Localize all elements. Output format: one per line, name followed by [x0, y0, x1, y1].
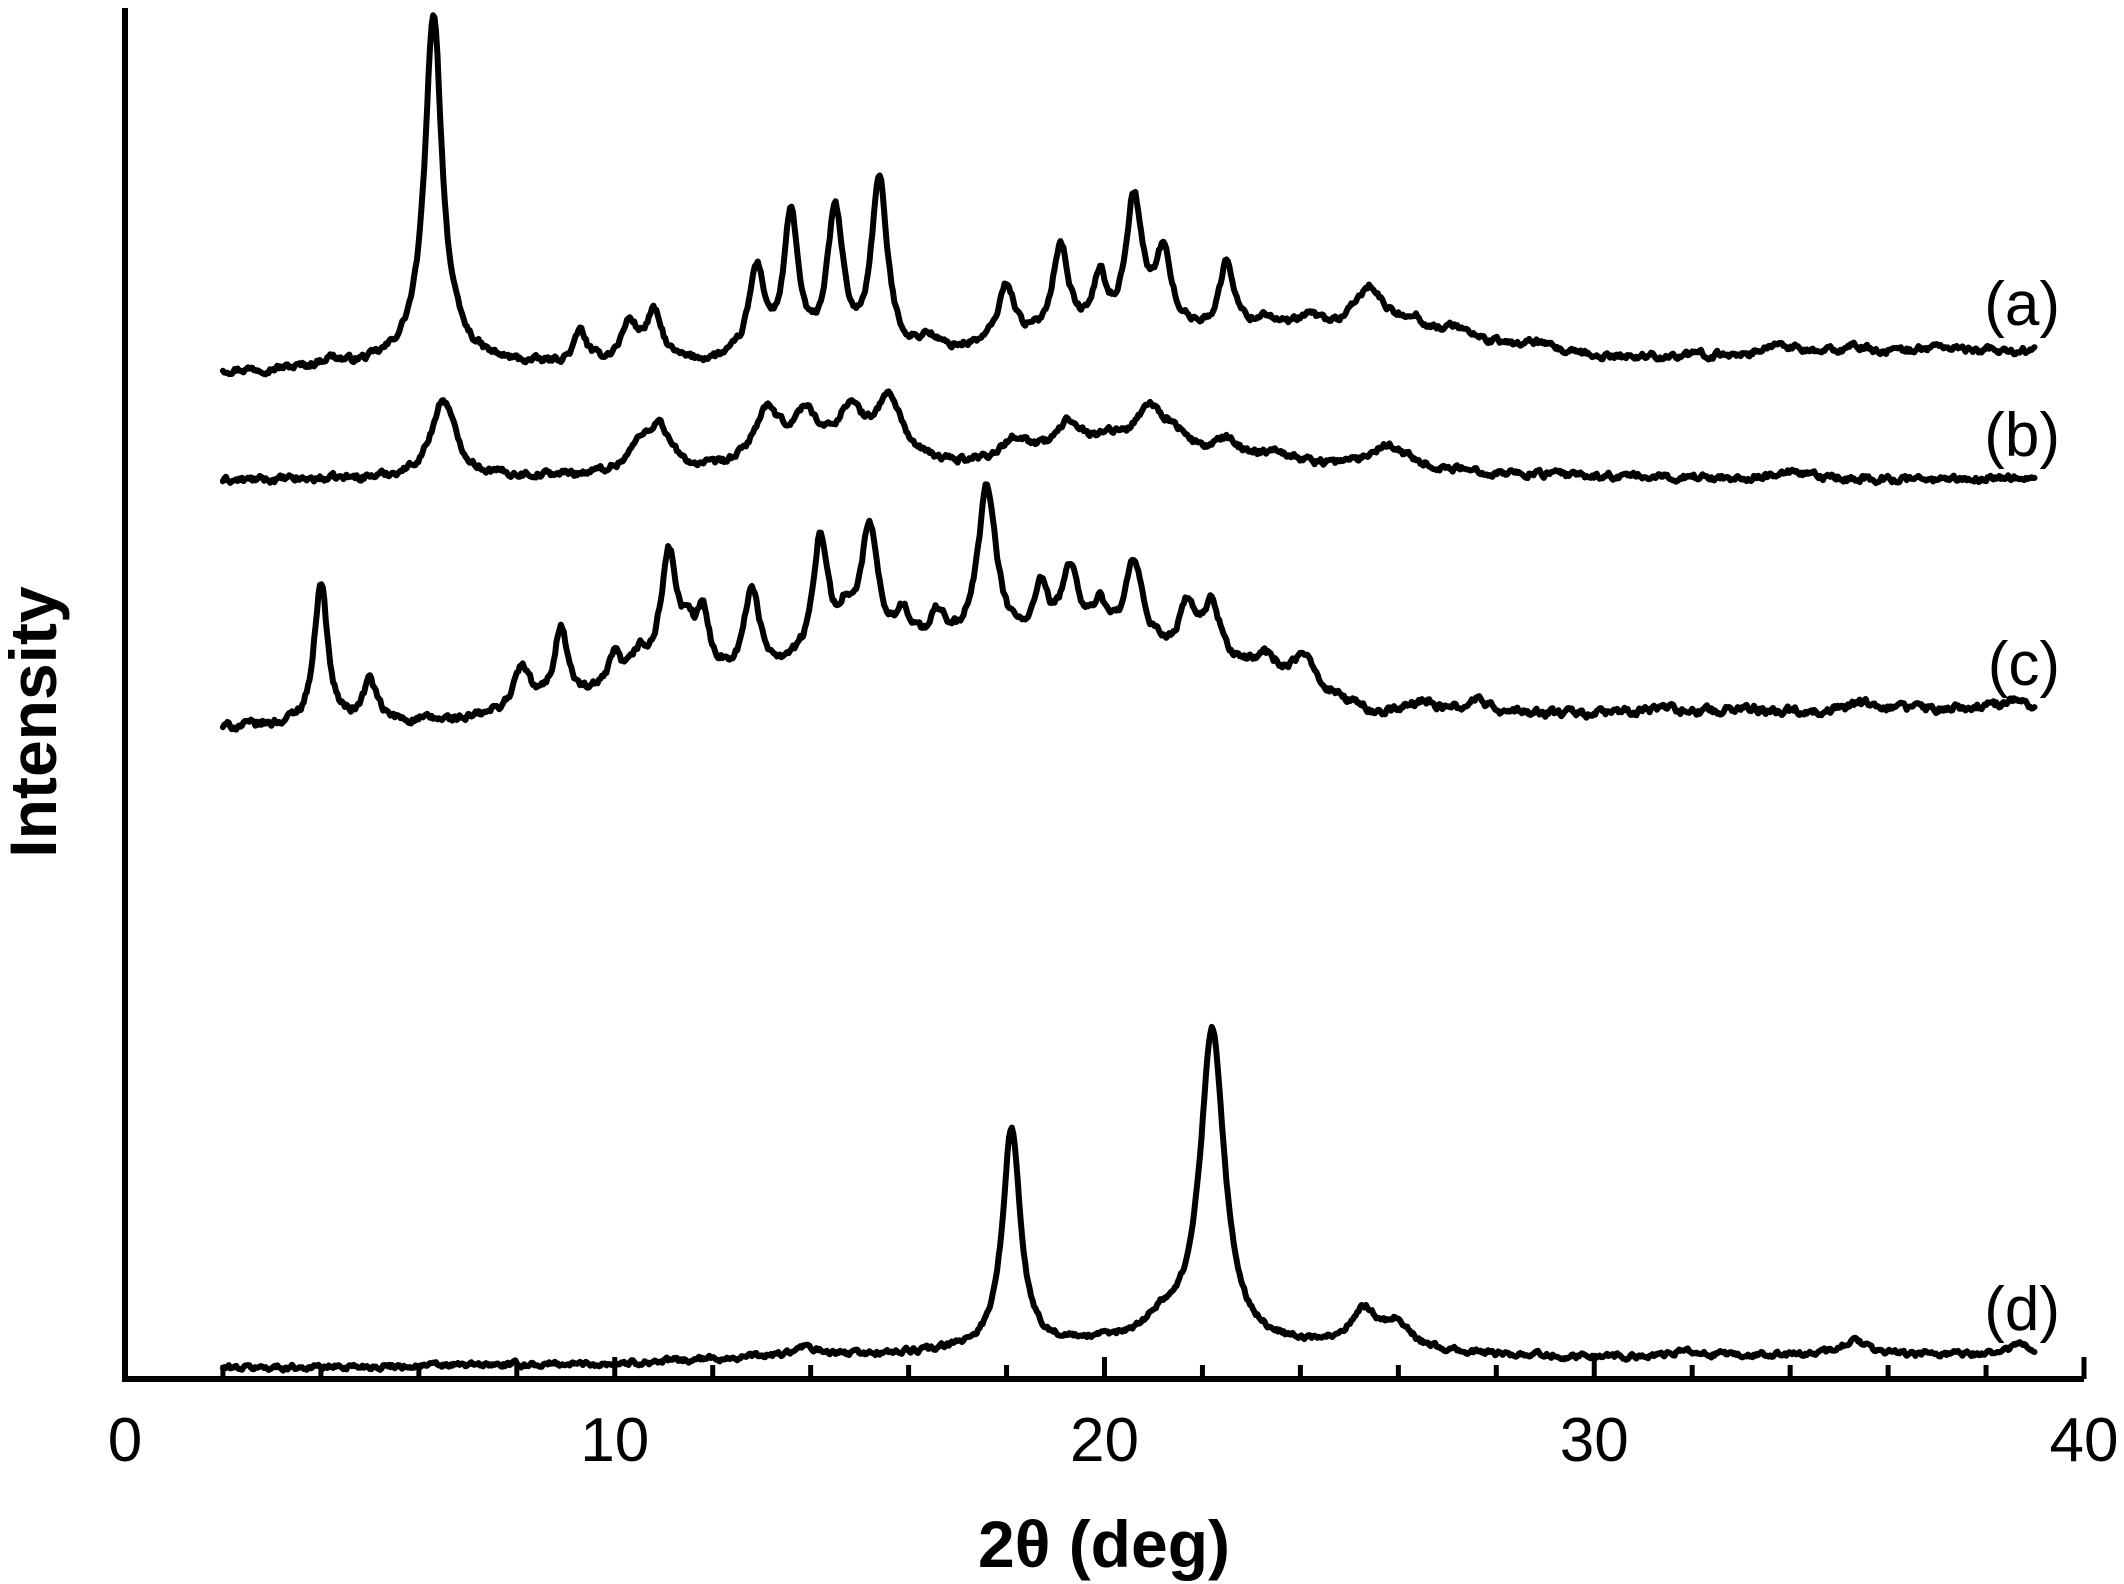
plot-area: 0 10 20 30 40 (a) (b) (c) (d) [108, 8, 2119, 1475]
series-label-a: (a) [1984, 270, 2060, 339]
series-traces [219, 12, 2038, 1374]
series-line-b [219, 388, 2038, 487]
x-axis-title: 2θ (deg) [978, 1507, 1230, 1581]
x-tick-label: 30 [1560, 1406, 1629, 1475]
series-line-a [219, 12, 2038, 378]
series-label-d: (d) [1984, 1275, 2060, 1344]
series-label-b: (b) [1984, 401, 2060, 470]
series-label-c: (c) [1988, 630, 2060, 699]
x-tick-label: 40 [2050, 1406, 2119, 1475]
x-tick-label: 10 [580, 1406, 649, 1475]
x-axis-ticks [122, 1357, 2087, 1379]
series-line-d [219, 1023, 2038, 1374]
x-tick-label: 0 [108, 1406, 142, 1475]
y-axis-title: Intensity [0, 586, 70, 858]
x-axis-tick-labels: 0 10 20 30 40 [108, 1406, 2119, 1475]
x-tick-label: 20 [1070, 1406, 1139, 1475]
series-labels: (a) (b) (c) (d) [1984, 270, 2060, 1344]
series-line-c [219, 481, 2038, 733]
